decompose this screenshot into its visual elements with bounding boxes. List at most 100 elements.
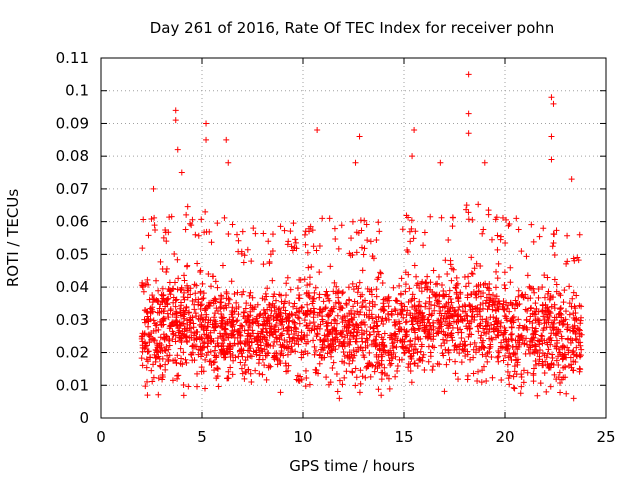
data-point [466,325,473,332]
data-point [270,354,277,361]
data-point [576,368,583,375]
data-point [494,275,501,282]
data-point [459,346,466,353]
data-point [454,280,461,287]
data-point [558,311,565,318]
data-point [225,159,232,166]
data-point [465,216,472,223]
data-point [172,310,179,317]
data-point [484,320,491,327]
data-point [484,350,491,357]
data-point [246,292,253,299]
data-point [568,361,575,368]
data-point [306,320,313,327]
data-point [264,320,271,327]
data-point [172,107,179,114]
data-point [198,312,205,319]
data-point [391,322,398,329]
data-point [428,312,435,319]
data-point [531,365,538,372]
data-point [448,332,455,339]
data-point [462,308,469,315]
data-point [343,300,350,307]
data-point [509,344,516,351]
data-point [539,350,546,357]
data-point [520,293,527,300]
data-point [316,360,323,367]
data-point [329,308,336,315]
data-point [385,293,392,300]
data-point [331,336,338,343]
data-point [144,313,151,320]
data-point [138,355,145,362]
data-point [163,297,170,304]
data-point [301,317,308,324]
data-point [447,304,454,311]
data-point [477,262,484,269]
data-point [172,332,179,339]
data-point [436,361,443,368]
data-point [159,355,166,362]
data-point [447,257,454,264]
data-point [254,301,261,308]
data-point [553,288,560,295]
data-point [250,225,257,232]
data-point [547,334,554,341]
data-point [546,296,553,303]
data-point [172,303,179,310]
data-point [174,256,181,263]
data-point [485,328,492,335]
data-point [396,282,403,289]
data-point [201,344,208,351]
data-point [419,278,426,285]
data-point [304,338,311,345]
data-point [479,367,486,374]
data-point [557,379,564,386]
data-point [493,315,500,322]
data-point [578,303,585,310]
chart-title: Day 261 of 2016, Rate Of TEC Index for r… [150,19,555,37]
data-point [449,223,456,230]
data-point [359,303,366,310]
data-point [155,391,162,398]
data-point [282,298,289,305]
data-point [403,318,410,325]
data-point [463,202,470,209]
data-point [362,339,369,346]
data-point [362,321,369,328]
data-point [203,352,210,359]
data-point [292,348,299,355]
data-point [462,303,469,310]
data-point [378,361,385,368]
data-point [441,293,448,300]
data-point [323,374,330,381]
data-point [260,314,267,321]
data-point [204,343,211,350]
data-point [481,159,488,166]
data-point [259,371,266,378]
data-point [574,325,581,332]
data-point [407,368,414,375]
data-point [543,388,550,395]
data-point [455,376,462,383]
data-point [278,348,285,355]
data-point [204,323,211,330]
data-point [199,295,206,302]
data-point [376,346,383,353]
data-point [523,335,530,342]
data-point [553,376,560,383]
data-point [252,367,259,374]
data-point [183,359,190,366]
data-point [495,298,502,305]
data-point [570,327,577,334]
data-point [218,303,225,310]
data-point [367,331,374,338]
data-point [553,227,560,234]
data-point [320,298,327,305]
data-point [461,302,468,309]
data-point [506,381,513,388]
data-point [237,322,244,329]
data-point [321,345,328,352]
data-point [247,289,254,296]
data-point [157,363,164,370]
